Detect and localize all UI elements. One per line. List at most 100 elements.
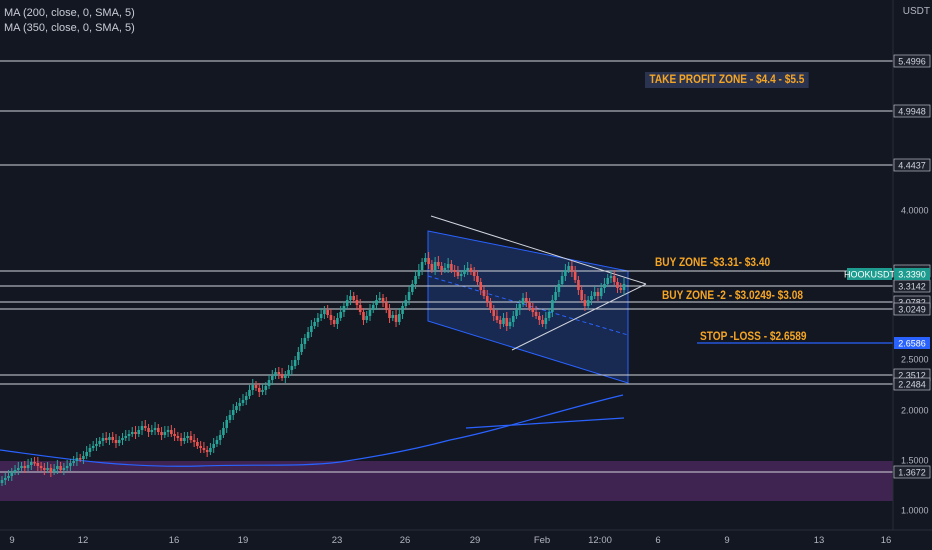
candle-body	[43, 468, 46, 470]
candle-body	[284, 375, 287, 378]
candle-body	[199, 446, 202, 448]
candle-body	[450, 264, 453, 270]
candle-body	[244, 396, 248, 400]
candle-body	[489, 302, 492, 310]
candle-body	[20, 466, 23, 468]
candle-body	[160, 432, 163, 435]
stop-price-label: 2.6586	[898, 339, 926, 349]
buy-zone-1-annotation: BUY ZONE -$3.31- $3.40	[655, 257, 771, 269]
candle-body	[127, 434, 131, 436]
candle-body	[277, 372, 281, 374]
candle-body	[0, 480, 4, 483]
candle-body	[293, 360, 297, 366]
time-tick-label: 26	[400, 535, 411, 546]
candle-body	[397, 314, 401, 322]
candle-body	[577, 280, 580, 290]
candle-body	[609, 276, 613, 278]
candle-body	[33, 462, 36, 464]
candle-body	[134, 432, 137, 434]
indicator-legend: MA (200, close, 0, SMA, 5) MA (350, clos…	[4, 6, 135, 36]
candle-body	[140, 426, 144, 430]
symbol-badge-bg	[847, 268, 892, 280]
candle-body	[381, 298, 385, 302]
candle-body	[463, 270, 466, 274]
indicator-ma-350[interactable]: MA (350, close, 0, SMA, 5)	[4, 22, 135, 34]
candle-body	[56, 466, 59, 469]
time-tick-label: 29	[470, 535, 481, 546]
stop-loss-annotation: STOP -LOSS - $2.6589	[700, 331, 807, 343]
candle-body	[186, 436, 189, 438]
candle-body	[394, 315, 398, 322]
candle-body	[179, 438, 183, 441]
candle-body	[459, 274, 463, 276]
price-level-label: 2.3512	[898, 371, 926, 381]
candle-body	[130, 432, 134, 434]
time-tick-label: 16	[169, 535, 180, 546]
candle-body	[270, 376, 274, 380]
candle-body	[407, 292, 411, 300]
candle-body	[424, 258, 427, 262]
candle-body	[593, 292, 596, 296]
candle-body	[404, 300, 408, 306]
triangle-upper-line	[430, 215, 647, 285]
candle-body	[39, 466, 43, 468]
price-level-label: 1.3672	[898, 468, 926, 478]
candle-body	[511, 316, 515, 322]
candle-body	[274, 372, 277, 376]
candle-body	[362, 312, 365, 320]
candle-body	[69, 463, 72, 466]
candle-body	[603, 284, 606, 288]
current-price-label: 3.3390	[898, 270, 926, 280]
candle-body	[306, 332, 310, 338]
candle-body	[235, 406, 238, 410]
candle-body	[345, 300, 349, 306]
time-tick-label: 6	[655, 535, 660, 546]
candle-body	[62, 468, 66, 470]
candle-body	[339, 312, 342, 318]
candle-body	[192, 440, 196, 442]
candle-body	[538, 316, 541, 320]
candle-body	[619, 288, 623, 290]
price-level-badge	[893, 377, 931, 391]
candle-body	[557, 284, 561, 292]
candle-body	[453, 270, 456, 272]
time-tick-label: 19	[238, 535, 249, 546]
candle-body	[371, 305, 375, 310]
candle-body	[212, 444, 215, 448]
price-level-badge	[893, 302, 931, 316]
candle-body	[355, 300, 359, 305]
currency-label: USDT	[902, 6, 930, 17]
candle-body	[456, 272, 460, 276]
take-profit-annotation: TAKE PROFIT ZONE - $4.4 - $5.5	[645, 72, 809, 88]
price-tick-label: 2.0000	[901, 406, 929, 416]
candle-body	[352, 296, 356, 300]
candle-body	[137, 430, 141, 434]
candle-body	[541, 320, 544, 324]
candle-body	[492, 310, 496, 316]
price-tick-label: 4.0000	[901, 206, 929, 216]
candle-body	[437, 262, 440, 266]
candle-body	[358, 305, 362, 312]
time-tick-label: 23	[332, 535, 343, 546]
candle-body	[590, 296, 593, 300]
candle-body	[551, 300, 554, 312]
candle-body	[104, 438, 108, 440]
candle-body	[13, 470, 17, 472]
candle-body	[375, 300, 378, 305]
candle-body	[183, 438, 186, 441]
candle-body	[417, 270, 421, 276]
price-level-label: 3.3142	[898, 282, 926, 292]
indicator-ma-200[interactable]: MA (200, close, 0, SMA, 5)	[4, 7, 135, 19]
candle-body	[205, 450, 209, 452]
candle-body	[599, 288, 603, 296]
candle-body	[121, 438, 124, 440]
candle-body	[49, 468, 53, 472]
price-tick-label: 2.5000	[901, 355, 929, 365]
candle-body	[502, 318, 505, 324]
candle-body	[433, 262, 437, 270]
candle-body	[479, 282, 483, 290]
candle-body	[495, 316, 499, 320]
candle-body	[498, 320, 502, 324]
candle-body	[150, 430, 154, 432]
